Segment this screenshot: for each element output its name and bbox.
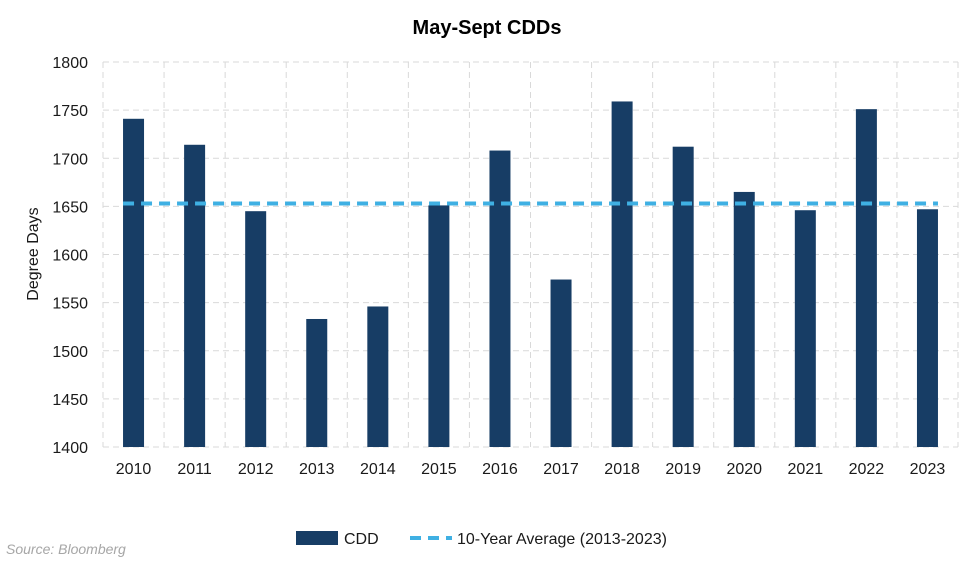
x-tick-label: 2021 (788, 461, 824, 478)
bar-2018 (611, 101, 633, 448)
x-tick-label: 2011 (177, 461, 212, 478)
gridlines (102, 61, 959, 448)
x-tick-label: 2017 (543, 461, 579, 478)
x-tick-label: 2022 (849, 461, 885, 478)
y-tick-label: 1800 (52, 55, 88, 72)
legend-label-average: 10-Year Average (2013-2023) (457, 531, 667, 548)
y-axis-ticks: 1400 1450 1500 1550 1600 1650 1700 1750 1800 (52, 55, 88, 457)
x-tick-label: 2013 (299, 461, 335, 478)
y-tick-label: 1500 (52, 344, 88, 361)
x-tick-label: 2023 (910, 461, 946, 478)
y-tick-label: 1550 (52, 296, 88, 313)
x-axis-ticks: 2010 2011 2012 2013 2014 2015 2016 2017 2018 2019… (116, 461, 946, 478)
x-tick-label: 2016 (482, 461, 518, 478)
x-tick-label: 2012 (238, 461, 274, 478)
bar-2011 (184, 144, 206, 447)
bar-2010 (123, 118, 145, 447)
bar-2012 (245, 211, 267, 447)
bar-2014 (367, 306, 389, 447)
y-tick-label: 1650 (52, 199, 88, 216)
legend: CDD 10-Year Average (2013-2023) (296, 531, 667, 548)
x-tick-label: 2019 (665, 461, 701, 478)
source-note: Source: Bloomberg (6, 541, 126, 557)
legend-label-cdd: CDD (344, 531, 379, 548)
chart-title: May-Sept CDDs (413, 17, 562, 39)
bar-2022 (855, 109, 877, 447)
bar-2015 (428, 205, 450, 447)
bar-2019 (672, 146, 694, 447)
x-tick-label: 2014 (360, 461, 396, 478)
bar-2016 (489, 150, 511, 448)
y-tick-label: 1750 (52, 103, 88, 120)
bar-2023 (916, 209, 938, 447)
bar-series (123, 101, 938, 448)
bar-2017 (550, 279, 572, 447)
y-tick-label: 1600 (52, 248, 88, 265)
x-tick-label: 2015 (421, 461, 457, 478)
x-tick-label: 2010 (116, 461, 152, 478)
legend-swatch-cdd (296, 531, 338, 545)
y-axis-label: Degree Days (25, 207, 42, 300)
x-tick-label: 2018 (604, 461, 640, 478)
y-tick-label: 1400 (52, 440, 88, 457)
x-tick-label: 2020 (726, 461, 762, 478)
y-tick-label: 1700 (52, 151, 88, 168)
bar-2013 (306, 318, 328, 447)
bar-2021 (794, 210, 816, 447)
bar-2020 (733, 191, 755, 447)
y-tick-label: 1450 (52, 392, 88, 409)
